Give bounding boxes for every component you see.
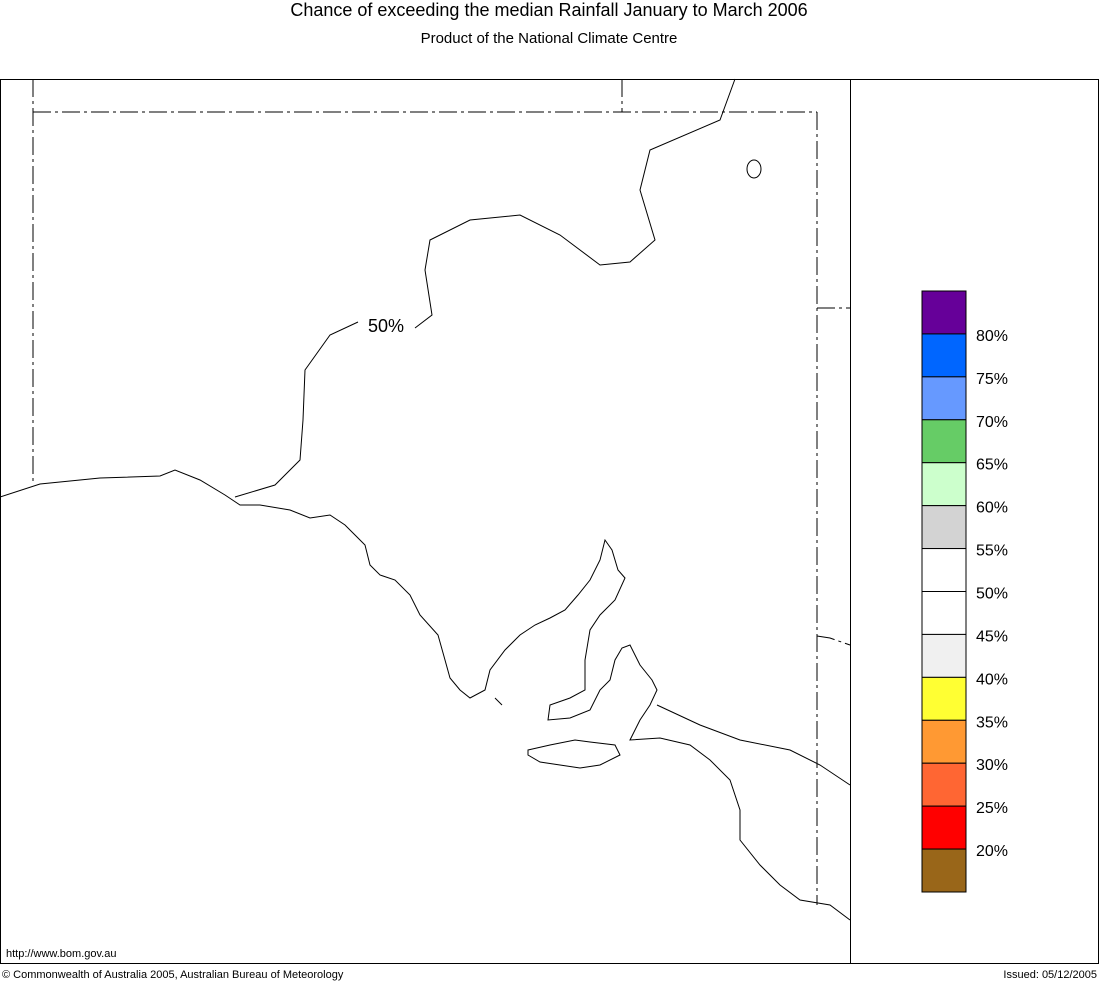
legend-swatch — [921, 633, 967, 678]
legend-label: 70% — [976, 414, 1008, 431]
legend-swatch — [921, 376, 967, 421]
legend-label: 55% — [976, 543, 1008, 560]
legend-swatch — [921, 333, 967, 378]
legend-label: 50% — [976, 586, 1008, 603]
legend-label: 30% — [976, 757, 1008, 774]
legend-label: 60% — [976, 500, 1008, 517]
legend-swatch — [921, 462, 967, 507]
contour-50 — [234, 78, 851, 786]
legend-swatch — [921, 505, 967, 550]
legend-label: 20% — [976, 843, 1008, 860]
legend-swatch — [921, 591, 967, 635]
legend-swatch — [921, 419, 967, 464]
subtitle: Product of the National Climate Centre — [421, 30, 678, 47]
legend-label: 25% — [976, 800, 1008, 817]
legend-swatch — [921, 762, 967, 807]
issued-date: Issued: 05/12/2005 — [1003, 969, 1097, 981]
state-borders — [32, 79, 851, 905]
legend-swatch — [921, 548, 967, 592]
legend-swatch — [921, 290, 967, 335]
legend-label: 35% — [976, 714, 1008, 731]
legend-label: 45% — [976, 628, 1008, 645]
coastline — [0, 469, 851, 921]
legend-swatch — [921, 805, 967, 850]
legend: 80% 75% 70% 65% 60% 55% 50% 45% 40% 35% 30% 25% 20% — [921, 290, 1008, 893]
contour-label: 50% — [368, 316, 404, 336]
legend-label: 40% — [976, 671, 1008, 688]
source-url: http://www.bom.gov.au — [6, 948, 116, 960]
legend-swatch — [921, 848, 967, 893]
legend-swatch — [921, 676, 967, 721]
title: Chance of exceeding the median Rainfall … — [290, 0, 807, 20]
legend-label: 65% — [976, 457, 1008, 474]
legend-swatch — [921, 719, 967, 764]
legend-label: 75% — [976, 371, 1008, 388]
copyright: © Commonwealth of Australia 2005, Austra… — [2, 969, 344, 981]
legend-label: 80% — [976, 328, 1008, 345]
